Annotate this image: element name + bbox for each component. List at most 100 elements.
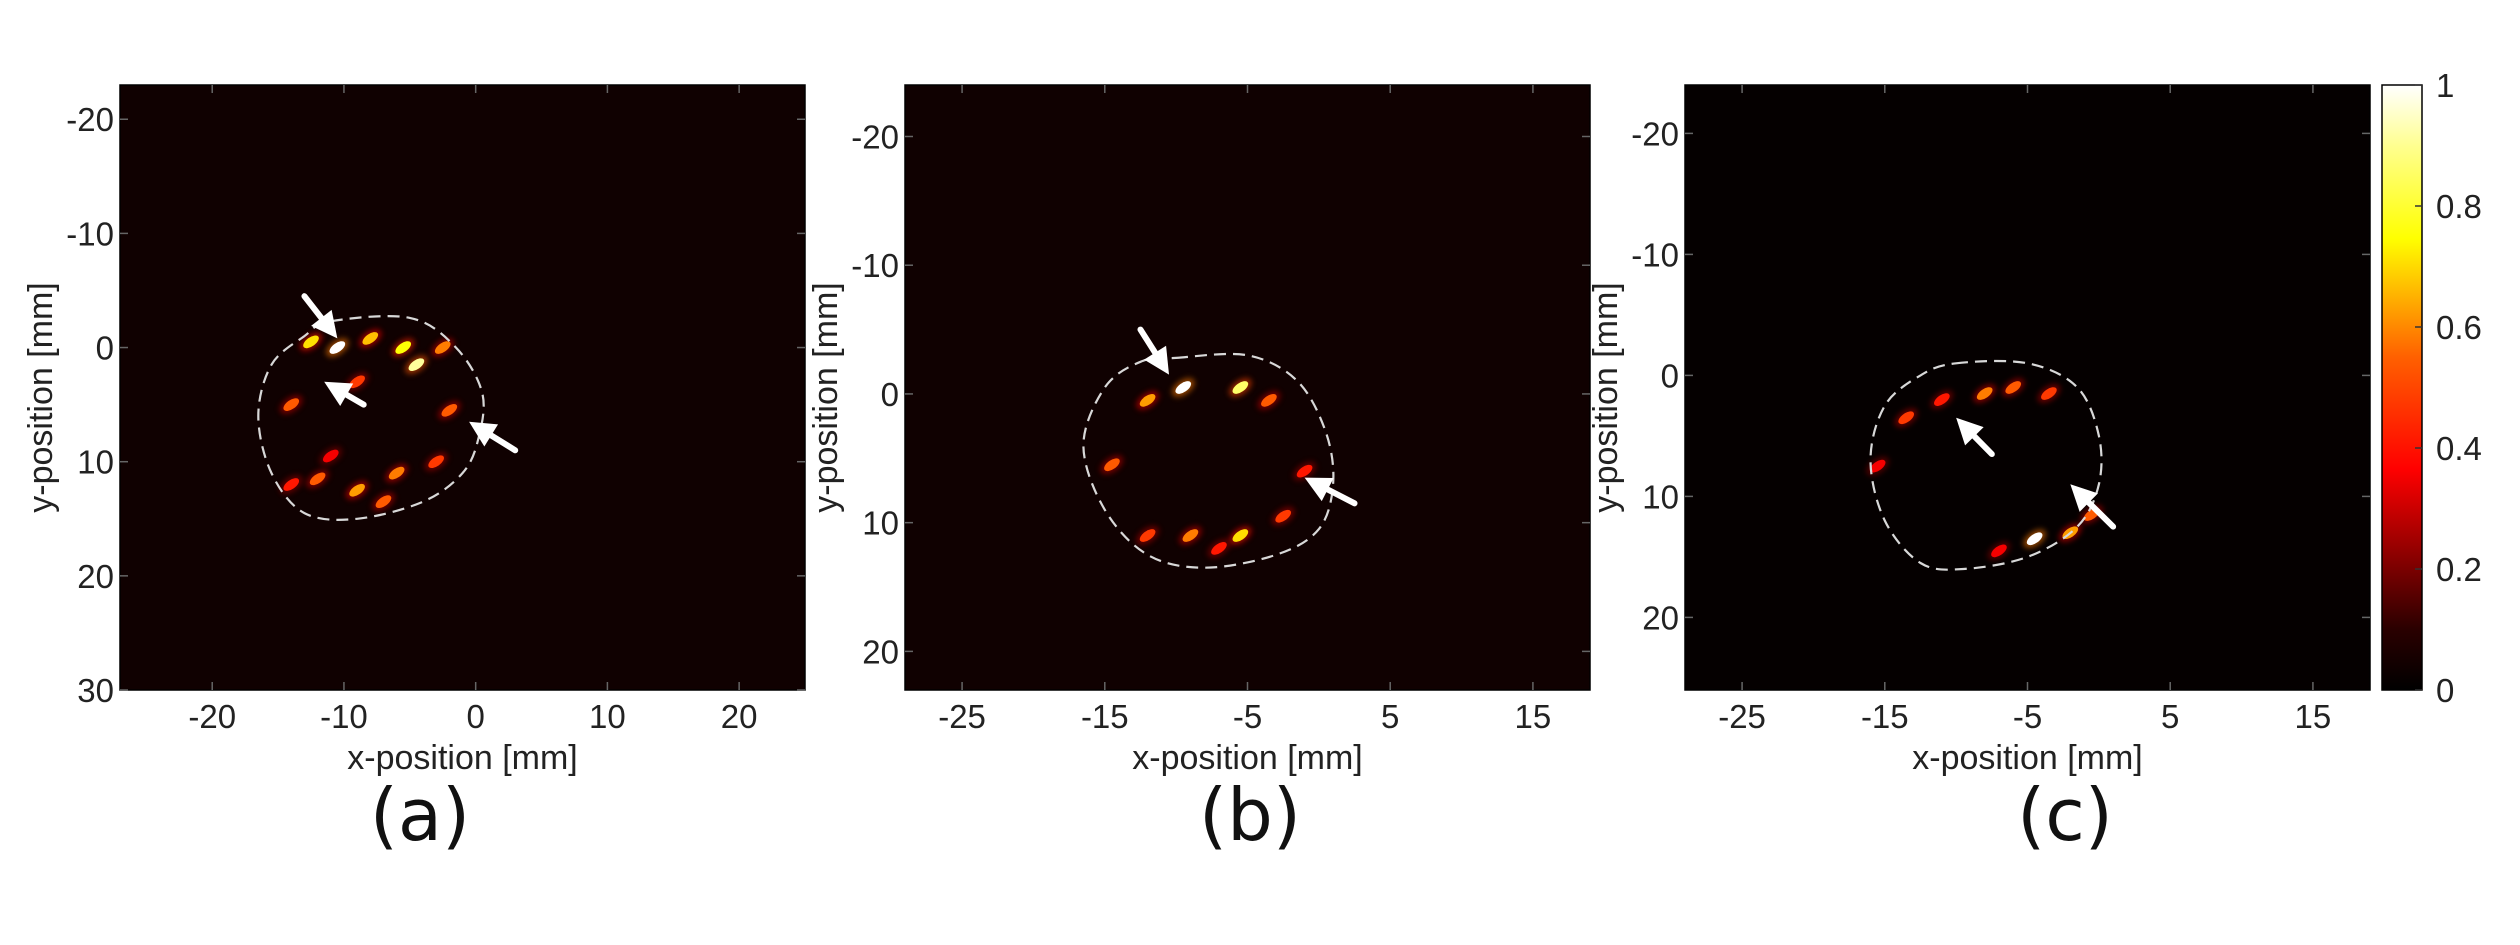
y-tick-label: -20: [851, 118, 899, 155]
hotspot: [1232, 381, 1249, 394]
heatmap-hotspots: [279, 329, 461, 512]
x-tick-label: -15: [1861, 698, 1909, 735]
hotspot: [1104, 458, 1120, 472]
x-tick-label: 20: [721, 698, 758, 735]
hotspot: [375, 495, 392, 508]
hotspot: [303, 335, 319, 349]
hotspot: [1296, 464, 1313, 478]
x-tick-label: -5: [1233, 698, 1262, 735]
y-tick-label: 20: [77, 558, 114, 595]
panel-label: (b): [1199, 773, 1301, 857]
x-tick-label: -10: [320, 698, 368, 735]
y-tick-label: 30: [77, 672, 114, 709]
hotspot: [283, 478, 300, 491]
y-tick-label: 20: [862, 633, 899, 670]
x-tick-label: 15: [1515, 698, 1552, 735]
hotspot: [362, 332, 379, 345]
y-tick-label: 10: [77, 444, 114, 481]
arrow-head: [1304, 477, 1334, 502]
arrow-shaft: [1137, 326, 1159, 356]
x-axis-label: x-position [mm]: [347, 739, 578, 777]
hotspot: [1139, 529, 1156, 542]
arrow-head: [311, 309, 338, 339]
hotspot: [2041, 387, 2057, 400]
tumor-outline: [1082, 352, 1335, 569]
tumor-outline: [257, 315, 485, 521]
y-tick-label: -10: [66, 215, 114, 252]
y-axis-label: y-position [mm]: [22, 282, 60, 513]
colorbar-tick-label: 0.4: [2436, 430, 2482, 467]
arrow-shaft: [2085, 499, 2117, 530]
hotspot: [388, 466, 405, 480]
colorbar-tick-label: 0.8: [2436, 188, 2482, 225]
x-tick-label: 15: [2295, 698, 2332, 735]
hotspot: [349, 375, 365, 389]
hotspot: [309, 472, 326, 486]
y-tick-label: -10: [1631, 236, 1679, 273]
plot-area: [120, 85, 805, 690]
hotspot: [1261, 394, 1277, 407]
axes-frame: [119, 84, 806, 691]
hotspot: [1211, 542, 1227, 555]
colorbar-tick-label: 0.6: [2436, 309, 2482, 346]
x-tick-label: -25: [1718, 698, 1766, 735]
y-tick-label: 10: [1642, 478, 1679, 515]
hotspot: [2005, 381, 2022, 394]
x-tick-label: 10: [589, 698, 626, 735]
x-tick-label: 5: [2161, 698, 2179, 735]
hotspot: [329, 341, 346, 354]
arrow-shaft: [1324, 486, 1358, 507]
hotspot: [1275, 509, 1291, 523]
colorbar-tick-label: 0: [2436, 672, 2454, 709]
hotspot: [395, 341, 412, 354]
hotspot: [283, 398, 300, 411]
hotspot: [441, 403, 458, 417]
y-axis-label: y-position [mm]: [807, 282, 845, 513]
hotspot: [2026, 532, 2043, 546]
x-tick-label: -25: [938, 698, 986, 735]
panel-b: -25 -15 -5 5 15 -20 -10 0 10 20 x-position [mm] y-p…: [807, 84, 1591, 857]
hotspot: [1182, 529, 1199, 542]
panel-label: (a): [370, 773, 470, 857]
colorbar: 0 0.2 0.4 0.6 0.8 1: [2381, 67, 2482, 709]
colorbar-tick-label: 0.2: [2436, 551, 2482, 588]
hotspot: [1139, 394, 1156, 407]
arrow-shaft: [343, 391, 367, 408]
arrow-shaft: [488, 432, 519, 454]
y-tick-label: 0: [96, 330, 114, 367]
x-tick-label: -5: [2013, 698, 2042, 735]
colorbar-gradient: [2381, 84, 2423, 691]
arrow-head: [1956, 417, 1984, 446]
y-tick-label: -10: [851, 247, 899, 284]
hotspot: [428, 455, 444, 469]
x-tick-label: 0: [466, 698, 484, 735]
panel-label: (c): [2017, 773, 2113, 857]
arrow-head: [324, 381, 354, 407]
hotspot: [349, 483, 365, 497]
y-tick-label: 0: [881, 376, 899, 413]
colorbar-tick-label: 1: [2436, 67, 2454, 104]
panel-a: -20 -10 0 10 20 -20 -10 0 10 20 30 x-position [mm] y…: [22, 84, 806, 857]
hotspot: [1991, 544, 2007, 558]
x-axis-label: x-position [mm]: [1132, 739, 1363, 777]
y-tick-label: -20: [66, 101, 114, 138]
heatmap-hotspots: [1100, 378, 1316, 558]
y-tick-label: -20: [1631, 115, 1679, 152]
x-tick-label: -20: [188, 698, 236, 735]
arrow-head: [2070, 484, 2098, 512]
x-tick-label: -15: [1081, 698, 1129, 735]
y-tick-label: 10: [862, 505, 899, 542]
panel-c: -25 -15 -5 5 15 -20 -10 0 10 20 x-position [mm] y-p…: [1587, 84, 2371, 857]
hotspot: [1898, 411, 1915, 425]
arrow-shaft: [301, 293, 325, 321]
hotspot: [1869, 459, 1886, 473]
x-axis-label: x-position [mm]: [1912, 739, 2143, 777]
arrow-shaft: [1971, 433, 1995, 458]
x-tick-label: 5: [1381, 698, 1399, 735]
y-axis-label: y-position [mm]: [1587, 282, 1625, 513]
hotspot: [1175, 381, 1192, 394]
hotspot: [1934, 393, 1950, 406]
y-tick-label: 0: [1661, 357, 1679, 394]
hotspot: [1976, 387, 1993, 400]
